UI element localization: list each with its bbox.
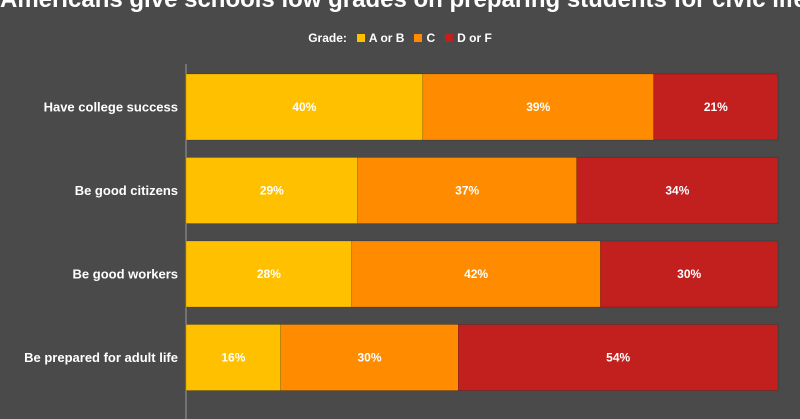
data-label: 54%: [606, 351, 630, 365]
chart-title: Americans give schools low grades on pre…: [0, 0, 800, 14]
legend-swatch-a-or-b: [356, 34, 365, 42]
data-label: 30%: [677, 267, 701, 281]
data-label: 34%: [665, 184, 689, 198]
data-label: 40%: [292, 100, 316, 114]
data-label: 28%: [257, 267, 281, 281]
legend: Grade: A or B C D or F: [0, 30, 800, 46]
legend-label-d-or-f: D or F: [457, 31, 492, 45]
data-label: 42%: [464, 267, 488, 281]
legend-title: Grade:: [308, 31, 347, 45]
legend-swatch-d-or-f: [445, 34, 454, 42]
data-label: 29%: [260, 184, 284, 198]
bar-segment: [357, 157, 578, 224]
category-label: Have college success: [44, 100, 178, 115]
bar-segment: [280, 324, 459, 391]
category-label: Be good citizens: [75, 183, 178, 198]
legend-item-a-or-b: A or B: [356, 31, 405, 45]
bar-segment: [422, 73, 654, 141]
bar-segment: [576, 157, 779, 224]
bar-segment: [185, 324, 282, 391]
bar-segment: [458, 324, 779, 391]
legend-label-c: C: [426, 31, 436, 45]
category-label: Be good workers: [73, 267, 178, 282]
bar-segment: [185, 240, 353, 308]
legend-item-d-or-f: D or F: [445, 31, 492, 45]
data-label: 37%: [455, 184, 479, 198]
bar-segment: [600, 240, 779, 308]
bar-segment: [185, 157, 358, 224]
data-label: 30%: [358, 351, 382, 365]
bar-segment: [351, 240, 601, 308]
legend-item-c: C: [414, 31, 435, 45]
legend-label-a-or-b: A or B: [368, 31, 405, 45]
data-label: 16%: [221, 351, 245, 365]
data-label: 21%: [704, 100, 728, 114]
legend-swatch-c: [414, 34, 423, 42]
data-label: 39%: [526, 100, 550, 114]
category-label: Be prepared for adult life: [24, 350, 178, 365]
bar-segment: [653, 73, 779, 141]
